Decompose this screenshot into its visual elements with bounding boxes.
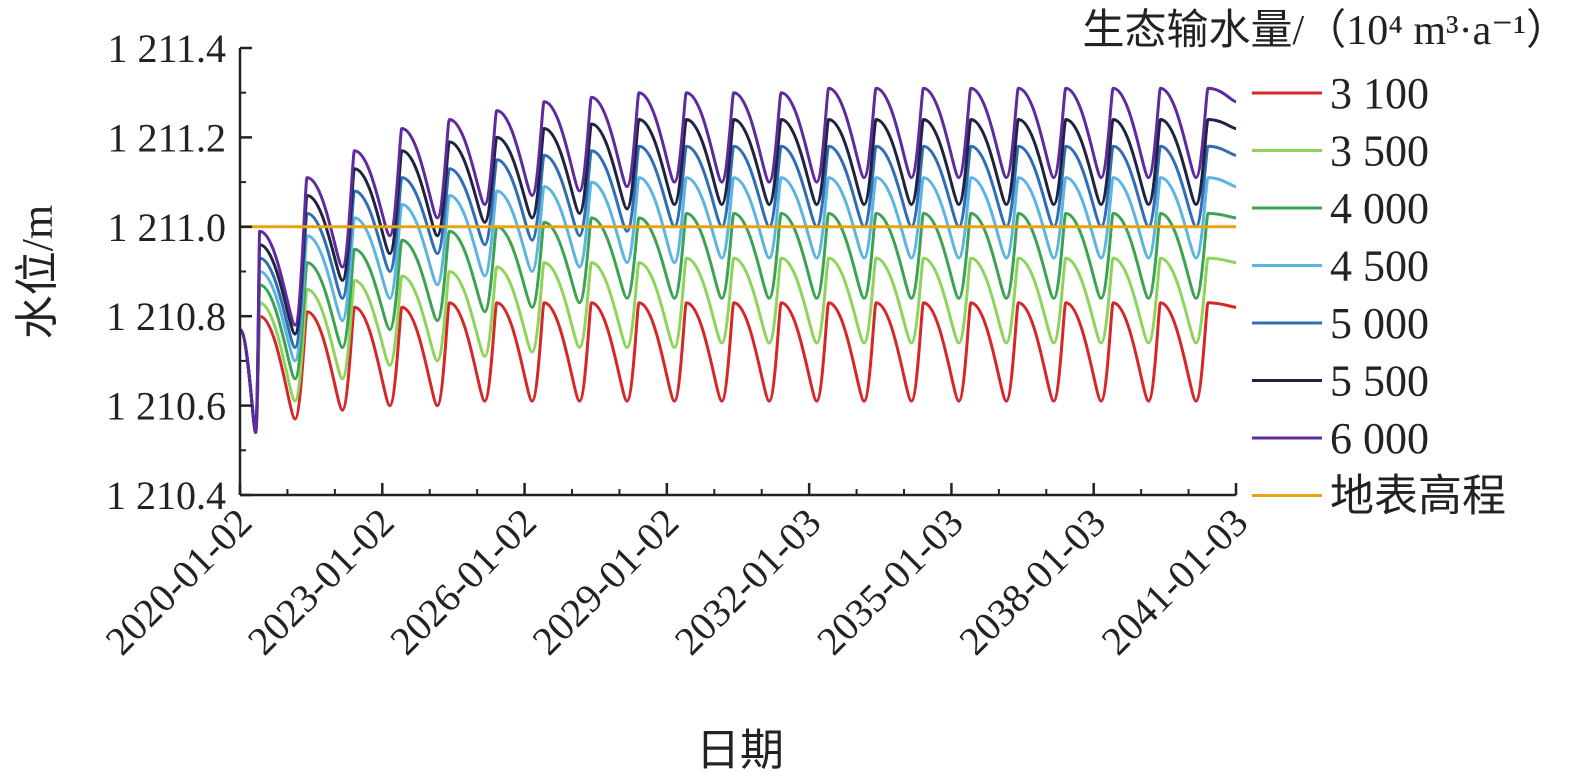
y-tick-label: 1 211.4	[107, 26, 226, 71]
x-tick-label: 2038-01-03	[950, 500, 1114, 664]
legend-label: 5 000	[1330, 299, 1429, 348]
x-axis-title: 日期	[696, 726, 784, 775]
legend-label: 6 000	[1330, 414, 1429, 463]
legend-label: 3 500	[1330, 127, 1429, 176]
legend-label: 4 500	[1330, 242, 1429, 291]
legend-label: 3 100	[1330, 69, 1429, 118]
x-tick-label: 2032-01-03	[666, 500, 830, 664]
y-axis-title: 水位/m	[13, 205, 62, 339]
legend-label: 4 000	[1330, 184, 1429, 233]
series-line-5500	[240, 120, 1236, 433]
x-tick-label: 2026-01-02	[381, 500, 545, 664]
x-tick-label: 2020-01-02	[97, 500, 261, 664]
series-line-3100	[240, 303, 1236, 433]
x-tick-label: 2029-01-02	[523, 500, 687, 664]
y-tick-label: 1 211.0	[107, 205, 226, 250]
series-line-5000	[240, 146, 1236, 432]
x-tick-label: 2041-01-03	[1093, 500, 1257, 664]
plot-area	[240, 88, 1236, 432]
y-tick-label: 1 210.4	[106, 473, 226, 518]
legend-label: 5 500	[1330, 357, 1429, 406]
legend-label: 地表高程	[1330, 472, 1506, 521]
y-tick-label: 1 210.6	[106, 384, 226, 429]
y-tick-label: 1 211.2	[107, 115, 226, 160]
legend-title: 生态输水量/（10⁴ m³·a⁻¹）	[1083, 8, 1568, 54]
x-tick-label: 2023-01-02	[239, 500, 403, 664]
y-ticks: 1 210.4 1 210.6 1 210.8 1 211.0 1 211.2 1 211…	[106, 26, 252, 518]
y-tick-label: 1 210.8	[106, 294, 226, 339]
x-ticks: 2020-01-022023-01-022026-01-022029-01-02…	[97, 483, 1257, 663]
x-tick-label: 2035-01-03	[808, 500, 972, 664]
series-line-4000	[240, 213, 1236, 432]
